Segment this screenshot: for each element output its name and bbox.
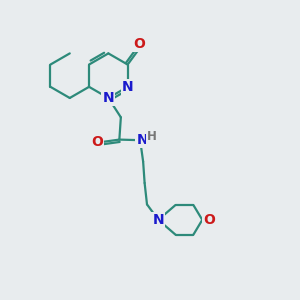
Text: O: O [133, 37, 145, 51]
Text: O: O [91, 135, 103, 149]
Text: N: N [122, 80, 134, 94]
Text: N: N [136, 133, 148, 147]
Text: H: H [146, 130, 156, 143]
Text: N: N [103, 91, 114, 105]
Text: O: O [203, 213, 215, 227]
Text: N: N [152, 213, 164, 227]
